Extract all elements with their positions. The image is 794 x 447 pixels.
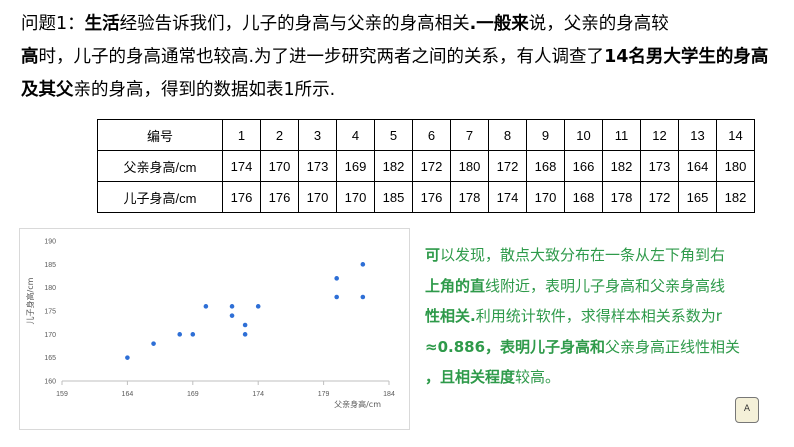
table-cell: 173 [640, 150, 679, 182]
scatter-point [177, 332, 183, 337]
scatter-point [242, 322, 248, 328]
table-cell: 180 [450, 150, 489, 182]
table-cell: 182 [716, 181, 755, 213]
table-cell: 5 [374, 119, 413, 151]
x-tick-label: 174 [252, 391, 264, 398]
scatter-point [203, 304, 209, 309]
scatter-point [125, 355, 130, 360]
table-cell: 172 [488, 150, 527, 182]
table-cell: 182 [602, 150, 641, 182]
table-cell: 165 [678, 181, 717, 213]
table-cell: 172 [640, 181, 679, 213]
table-cell: 170 [526, 181, 565, 213]
table-cell: 178 [450, 181, 489, 213]
table-cell: 11 [602, 119, 641, 151]
scatter-point [334, 276, 339, 281]
row-header: 父亲身高/cm [97, 150, 223, 182]
x-tick-label: 179 [318, 391, 330, 398]
table-cell: 173 [298, 150, 337, 182]
table-cell: 7 [450, 119, 489, 151]
problem-statement: 问题1：生活经验告诉我们，儿子的身高与父亲的身高相关.一般来说，父亲的身高较 高时… [21, 14, 769, 100]
scatter-point [151, 341, 156, 346]
scatter-point [360, 262, 366, 267]
scatter-point [334, 294, 339, 300]
table-cell: 178 [602, 181, 641, 213]
scatter-point [229, 304, 235, 309]
table-cell: 10 [564, 119, 603, 151]
table-cell: 168 [564, 181, 603, 213]
table-cell: 185 [374, 181, 413, 213]
x-tick-label: 164 [122, 391, 134, 398]
table-cell: 170 [260, 150, 299, 182]
table-cell: 6 [412, 119, 451, 151]
y-tick-label: 190 [44, 239, 56, 246]
x-tick-label: 169 [187, 391, 199, 398]
table-cell: 176 [222, 181, 261, 213]
scatter-point [255, 304, 261, 309]
x-tick-label: 159 [56, 391, 68, 398]
row-header: 编号 [97, 119, 223, 151]
problem-label: 问题1 [21, 14, 68, 34]
table-cell: 176 [412, 181, 451, 213]
row-header: 儿子身高/cm [97, 181, 223, 213]
table-cell: 170 [336, 181, 375, 213]
table-row-son: 儿子身高/cm 176 176 170 170 185 176 178 174 … [97, 181, 755, 213]
table-cell: 180 [716, 150, 755, 182]
table-cell: 168 [526, 150, 565, 182]
data-table: 编号 1 2 3 4 5 6 7 8 9 10 11 12 13 14 父亲身高… [97, 119, 755, 213]
table-cell: 182 [374, 150, 413, 182]
table-cell: 172 [412, 150, 451, 182]
notebook-icon[interactable]: A [735, 397, 759, 423]
table-cell: 164 [678, 150, 717, 182]
y-axis-label: 儿子身高/cm [25, 277, 35, 324]
table-cell: 14 [716, 119, 755, 151]
y-tick-label: 170 [44, 332, 56, 339]
table-cell: 12 [640, 119, 679, 151]
table-cell: 8 [488, 119, 527, 151]
scatter-point [190, 332, 196, 337]
x-tick-label: 184 [383, 391, 395, 398]
analysis-note: 可以发现，散点大致分布在一条从左下角到右 上角的直线附近，表明儿子身高和父亲身高线… [425, 246, 741, 386]
table-cell: 2 [260, 119, 299, 151]
table-row-ids: 编号 1 2 3 4 5 6 7 8 9 10 11 12 13 14 [97, 119, 755, 151]
table-cell: 4 [336, 119, 375, 151]
table-cell: 176 [260, 181, 299, 213]
scatter-point [229, 313, 235, 318]
table-cell: 174 [222, 150, 261, 182]
table-cell: 169 [336, 150, 375, 182]
table-cell: 9 [526, 119, 565, 151]
y-tick-label: 160 [44, 379, 56, 386]
scatter-chart: 159 164 169 174 179 184 160 165 170 175 180 185 190 父… [19, 228, 410, 430]
scatter-point [242, 332, 248, 337]
scatter-plot-svg: 159 164 169 174 179 184 160 165 170 175 180 185 190 父… [25, 239, 395, 410]
y-tick-label: 175 [44, 309, 56, 316]
scatter-point [360, 294, 366, 300]
table-cell: 3 [298, 119, 337, 151]
x-axis-label: 父亲身高/cm [334, 399, 381, 409]
table-cell: 1 [222, 119, 261, 151]
y-tick-label: 165 [44, 355, 56, 362]
table-cell: 174 [488, 181, 527, 213]
y-tick-label: 185 [44, 262, 56, 269]
y-tick-label: 180 [44, 285, 56, 292]
table-cell: 170 [298, 181, 337, 213]
table-cell: 166 [564, 150, 603, 182]
table-row-father: 父亲身高/cm 174 170 173 169 182 172 180 172 … [97, 150, 755, 182]
table-cell: 13 [678, 119, 717, 151]
